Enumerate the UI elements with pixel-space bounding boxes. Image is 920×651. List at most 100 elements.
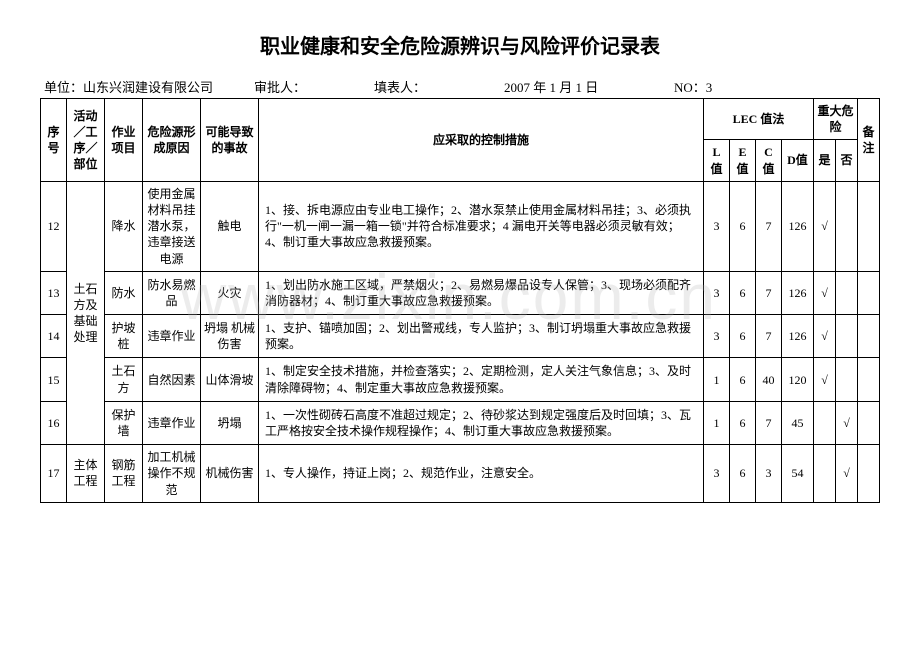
cell-yes <box>813 401 835 444</box>
meta-no-value: 3 <box>706 80 713 95</box>
th-remark: 备注 <box>858 99 880 182</box>
cell-seq: 13 <box>41 271 67 314</box>
th-C: C值 <box>755 140 781 181</box>
cell-D: 126 <box>781 181 813 271</box>
meta-filler-label: 填表人： <box>374 77 504 96</box>
cell-accident: 坍塌 机械伤害 <box>201 315 259 358</box>
cell-E: 6 <box>729 315 755 358</box>
th-D: D值 <box>781 140 813 181</box>
cell-no: √ <box>835 445 857 503</box>
cell-accident: 火灾 <box>201 271 259 314</box>
table-row: 17 主体工程 钢筋工程 加工机械操作不规范 机械伤害 1、专人操作，持证上岗；… <box>41 445 880 503</box>
cell-D: 126 <box>781 271 813 314</box>
cell-E: 6 <box>729 445 755 503</box>
cell-cause: 防水易燃品 <box>143 271 201 314</box>
meta-unit: 单位：山东兴润建设有限公司 <box>44 77 254 96</box>
meta-no-label: NO： <box>674 80 706 95</box>
th-activity: 活动／工序／部位 <box>67 99 105 182</box>
page-title: 职业健康和安全危险源辨识与风险评价记录表 <box>40 30 880 59</box>
cell-measures: 1、支护、锚喷加固；2、划出警戒线，专人监护；3、制订坍塌重大事故应急救援预案。 <box>259 315 704 358</box>
th-measures: 应采取的控制措施 <box>259 99 704 182</box>
cell-remark <box>858 358 880 401</box>
th-accident: 可能导致的事故 <box>201 99 259 182</box>
cell-E: 6 <box>729 271 755 314</box>
th-cause: 危险源形成原因 <box>143 99 201 182</box>
th-job: 作业项目 <box>105 99 143 182</box>
table-row: 12 土石方及基础处理 降水 使用金属材料吊挂潜水泵，违章接送电源 触电 1、接… <box>41 181 880 271</box>
cell-job: 防水 <box>105 271 143 314</box>
cell-E: 6 <box>729 358 755 401</box>
cell-measures: 1、划出防水施工区域，严禁烟火；2、易燃易爆品设专人保管；3、现场必须配齐消防器… <box>259 271 704 314</box>
meta-date: 2007 年 1 月 1 日 <box>504 77 674 96</box>
cell-yes: √ <box>813 358 835 401</box>
table-row: 13 防水 防水易燃品 火灾 1、划出防水施工区域，严禁烟火；2、易燃易爆品设专… <box>41 271 880 314</box>
cell-C: 7 <box>755 401 781 444</box>
cell-accident: 坍塌 <box>201 401 259 444</box>
cell-accident: 触电 <box>201 181 259 271</box>
cell-job: 钢筋工程 <box>105 445 143 503</box>
th-yes: 是 <box>813 140 835 181</box>
header-row-1: 序号 活动／工序／部位 作业项目 危险源形成原因 可能导致的事故 应采取的控制措… <box>41 99 880 140</box>
th-lec: LEC 值法 <box>703 99 813 140</box>
cell-no: √ <box>835 401 857 444</box>
table-row: 14 护坡桩 违章作业 坍塌 机械伤害 1、支护、锚喷加固；2、划出警戒线，专人… <box>41 315 880 358</box>
cell-cause: 自然因素 <box>143 358 201 401</box>
cell-measures: 1、制定安全技术措施，并检查落实；2、定期检测，定人关注气象信息；3、及时清除障… <box>259 358 704 401</box>
cell-job: 保护墙 <box>105 401 143 444</box>
cell-remark <box>858 401 880 444</box>
cell-no <box>835 358 857 401</box>
cell-yes <box>813 445 835 503</box>
cell-seq: 15 <box>41 358 67 401</box>
cell-L: 3 <box>703 315 729 358</box>
cell-remark <box>858 315 880 358</box>
th-L: L值 <box>703 140 729 181</box>
th-E: E值 <box>729 140 755 181</box>
cell-seq: 16 <box>41 401 67 444</box>
cell-cause: 使用金属材料吊挂潜水泵，违章接送电源 <box>143 181 201 271</box>
cell-cause: 违章作业 <box>143 315 201 358</box>
th-seq: 序号 <box>41 99 67 182</box>
cell-E: 6 <box>729 401 755 444</box>
cell-L: 3 <box>703 445 729 503</box>
cell-yes: √ <box>813 181 835 271</box>
cell-remark <box>858 271 880 314</box>
cell-job: 降水 <box>105 181 143 271</box>
cell-measures: 1、专人操作，持证上岗；2、规范作业，注意安全。 <box>259 445 704 503</box>
cell-yes: √ <box>813 271 835 314</box>
cell-job: 土石方 <box>105 358 143 401</box>
cell-L: 1 <box>703 401 729 444</box>
cell-seq: 12 <box>41 181 67 271</box>
cell-remark <box>858 445 880 503</box>
cell-activity-group2: 主体工程 <box>67 445 105 503</box>
cell-E: 6 <box>729 181 755 271</box>
cell-C: 7 <box>755 271 781 314</box>
cell-no <box>835 271 857 314</box>
cell-yes: √ <box>813 315 835 358</box>
cell-seq: 17 <box>41 445 67 503</box>
cell-L: 3 <box>703 271 729 314</box>
cell-D: 54 <box>781 445 813 503</box>
cell-C: 40 <box>755 358 781 401</box>
cell-seq: 14 <box>41 315 67 358</box>
cell-C: 7 <box>755 315 781 358</box>
cell-C: 3 <box>755 445 781 503</box>
cell-measures: 1、一次性砌砖石高度不准超过规定；2、待砂浆达到规定强度后及时回填；3、瓦工严格… <box>259 401 704 444</box>
cell-L: 3 <box>703 181 729 271</box>
table-row: 15 土石方 自然因素 山体滑坡 1、制定安全技术措施，并检查落实；2、定期检测… <box>41 358 880 401</box>
cell-D: 45 <box>781 401 813 444</box>
cell-cause: 加工机械操作不规范 <box>143 445 201 503</box>
meta-unit-value: 山东兴润建设有限公司 <box>83 80 213 95</box>
cell-remark <box>858 181 880 271</box>
cell-L: 1 <box>703 358 729 401</box>
th-major: 重大危险 <box>813 99 857 140</box>
meta-row: 单位：山东兴润建设有限公司 审批人： 填表人： 2007 年 1 月 1 日 N… <box>40 77 880 96</box>
cell-D: 126 <box>781 315 813 358</box>
cell-cause: 违章作业 <box>143 401 201 444</box>
cell-accident: 山体滑坡 <box>201 358 259 401</box>
cell-C: 7 <box>755 181 781 271</box>
th-no: 否 <box>835 140 857 181</box>
cell-job: 护坡桩 <box>105 315 143 358</box>
table-row: 16 保护墙 违章作业 坍塌 1、一次性砌砖石高度不准超过规定；2、待砂浆达到规… <box>41 401 880 444</box>
meta-approver-label: 审批人： <box>254 77 374 96</box>
cell-no <box>835 181 857 271</box>
